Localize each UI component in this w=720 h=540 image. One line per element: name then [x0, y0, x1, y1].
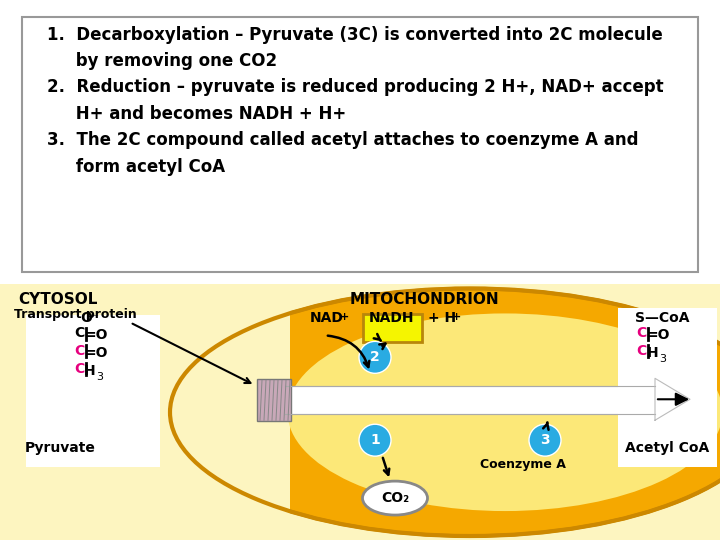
Text: + H: + H	[428, 312, 456, 326]
Text: =O: =O	[647, 328, 670, 342]
FancyBboxPatch shape	[618, 308, 717, 467]
FancyBboxPatch shape	[257, 379, 291, 421]
Text: C: C	[636, 326, 647, 340]
Text: C: C	[636, 345, 647, 359]
Circle shape	[359, 341, 391, 373]
Ellipse shape	[362, 481, 428, 515]
Text: NADH: NADH	[369, 312, 415, 326]
Polygon shape	[655, 379, 690, 420]
Bar	[285, 386, 655, 414]
FancyBboxPatch shape	[0, 284, 290, 540]
Text: 2: 2	[370, 350, 380, 365]
Text: Pyruvate: Pyruvate	[24, 441, 96, 455]
Text: O: O	[80, 312, 92, 326]
FancyBboxPatch shape	[26, 315, 160, 467]
Ellipse shape	[170, 288, 720, 536]
Text: H: H	[647, 346, 659, 360]
Text: CYTOSOL: CYTOSOL	[18, 293, 97, 307]
Text: =O: =O	[84, 346, 107, 360]
Text: 1: 1	[370, 433, 380, 447]
FancyBboxPatch shape	[363, 314, 422, 342]
Text: CO₂: CO₂	[381, 491, 409, 505]
Ellipse shape	[287, 313, 720, 511]
Text: +: +	[452, 313, 462, 322]
Circle shape	[359, 424, 391, 456]
Text: H: H	[84, 364, 96, 379]
Text: MITOCHONDRION: MITOCHONDRION	[350, 293, 500, 307]
Text: 1.  Decarboxylation – Pyruvate (3C) is converted into 2C molecule
     by removi: 1. Decarboxylation – Pyruvate (3C) is co…	[47, 25, 663, 176]
Text: C: C	[74, 345, 84, 359]
Text: S—CoA: S—CoA	[635, 312, 690, 326]
Text: Acetyl CoA: Acetyl CoA	[625, 441, 709, 455]
Text: 3: 3	[96, 372, 103, 382]
Text: Coenzyme A: Coenzyme A	[480, 458, 566, 471]
Text: C: C	[74, 362, 84, 376]
Text: 3: 3	[659, 354, 666, 364]
FancyBboxPatch shape	[22, 17, 698, 272]
Text: +: +	[340, 313, 349, 322]
Circle shape	[529, 424, 561, 456]
Text: ⁻: ⁻	[92, 313, 98, 323]
Text: 3: 3	[540, 433, 550, 447]
Text: C: C	[74, 326, 84, 340]
Text: NAD: NAD	[310, 312, 344, 326]
Text: Transport protein: Transport protein	[14, 308, 137, 321]
Text: =O: =O	[84, 328, 107, 342]
